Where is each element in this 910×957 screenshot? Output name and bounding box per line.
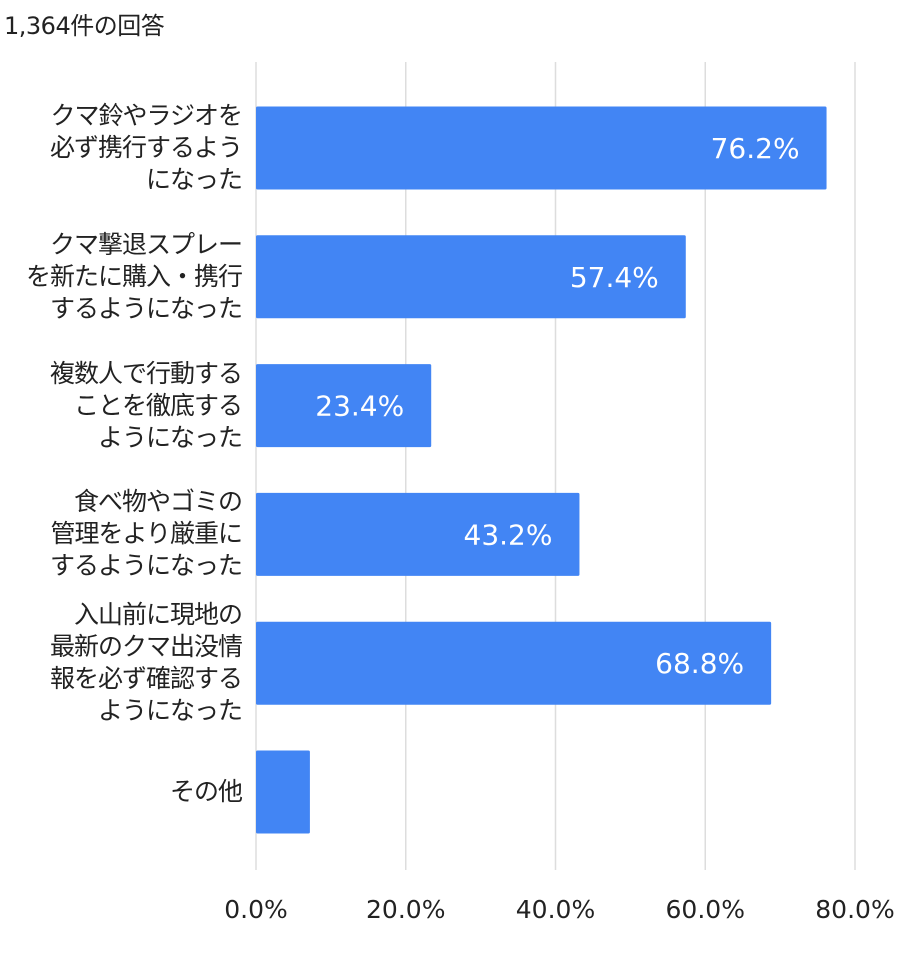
bar — [256, 106, 827, 190]
data-label: 23.4% — [315, 390, 404, 423]
category-label-line: するようになった — [49, 551, 243, 581]
x-tick-label: 20.0% — [366, 895, 445, 924]
data-label: 76.2% — [711, 132, 800, 165]
category-label-line: 必ず携行するよう — [49, 133, 243, 162]
category-label-line: 複数人で行動する — [49, 358, 243, 388]
category-label: その他 — [2, 776, 243, 808]
category-label: 食べ物やゴミの 管理をより厳重に するようになった — [2, 486, 243, 582]
category-label-line: 最新のクマ出没情 — [49, 632, 243, 662]
category-label-line: ようになった — [97, 696, 243, 726]
bar — [256, 621, 772, 705]
category-label-line: その他 — [169, 777, 243, 806]
category-label-line: 管理をより厳重に — [50, 519, 243, 549]
bar — [256, 492, 580, 576]
data-label: 43.2% — [464, 518, 553, 551]
data-label: 68.8% — [655, 647, 744, 680]
x-tick-label: 40.0% — [516, 895, 595, 924]
category-label-line: 入山前に現地の — [73, 600, 243, 630]
category-label-line: クマ鈴やラジオを — [50, 101, 243, 130]
category-label-line: クマ撃退スプレー — [49, 229, 243, 259]
data-label: 57.4% — [570, 261, 659, 294]
bar — [256, 235, 686, 319]
category-label: クマ撃退スプレー を新たに購入・携行 するようになった — [2, 229, 243, 325]
x-tick-label: 60.0% — [666, 895, 745, 924]
bar — [256, 364, 432, 448]
x-tick-label: 80.0% — [815, 895, 894, 924]
category-label-line: ことを徹底する — [73, 390, 243, 420]
category-label-line: になった — [145, 165, 243, 194]
x-tick-label: 0.0% — [224, 895, 288, 924]
category-label: 複数人で行動する ことを徹底する ようになった — [2, 358, 243, 454]
bar — [256, 750, 310, 834]
chart-subtitle: 1,364件の回答 — [4, 12, 165, 40]
category-label-line: を新たに購入・携行 — [25, 261, 243, 291]
category-label-line: 報を必ず確認する — [49, 664, 243, 694]
category-label: クマ鈴やラジオを 必ず携行するようになった — [2, 100, 243, 196]
category-label-line: ようになった — [97, 422, 243, 452]
category-label-line: するようになった — [49, 293, 243, 323]
category-label-line: 食べ物やゴミの — [73, 487, 243, 517]
category-label: 入山前に現地の 最新のクマ出没情 報を必ず確認する ようになった — [2, 599, 243, 727]
